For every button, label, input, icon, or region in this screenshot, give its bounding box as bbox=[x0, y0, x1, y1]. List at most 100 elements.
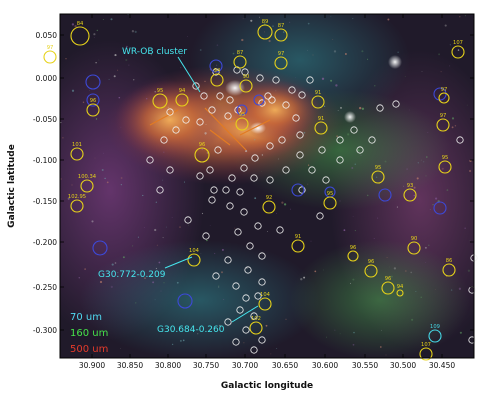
compact-source-circle bbox=[241, 68, 249, 76]
source-circle bbox=[438, 92, 450, 104]
background-speck bbox=[352, 216, 354, 217]
compact-source-circle bbox=[282, 101, 290, 109]
source-circle bbox=[233, 55, 247, 69]
y-tick-label: -0.300 bbox=[33, 326, 57, 335]
background-speck bbox=[93, 33, 96, 36]
compact-source-circle bbox=[232, 282, 240, 290]
source-label: 86 bbox=[446, 258, 453, 264]
background-speck bbox=[209, 225, 211, 226]
blue-source-circle bbox=[85, 74, 101, 90]
background-speck bbox=[333, 50, 337, 53]
background-speck bbox=[131, 30, 135, 33]
background-speck bbox=[183, 181, 186, 183]
source-label: 97 bbox=[278, 51, 285, 57]
background-speck bbox=[117, 271, 119, 274]
background-speck bbox=[440, 71, 442, 73]
background-speck bbox=[410, 271, 413, 274]
compact-source-circle bbox=[212, 272, 220, 280]
compact-source-circle bbox=[166, 166, 174, 174]
background-speck bbox=[384, 160, 387, 163]
legend-70um: 70 um bbox=[70, 312, 102, 323]
source-label: 107 bbox=[421, 342, 431, 348]
background-speck bbox=[267, 231, 268, 233]
compact-source-circle bbox=[254, 222, 262, 230]
background-speck bbox=[221, 271, 223, 274]
source-circle bbox=[442, 263, 456, 277]
background-speck bbox=[381, 329, 382, 331]
background-speck bbox=[120, 177, 123, 179]
yellow-source-markers: 84 97 89 87 87 97 107 94 96 95 94 90 91 91 97 97 96 95 101… bbox=[43, 19, 465, 361]
background-speck bbox=[91, 220, 94, 223]
background-speck bbox=[415, 291, 417, 292]
background-speck bbox=[295, 77, 296, 79]
background-speck bbox=[459, 331, 462, 334]
background-speck bbox=[99, 280, 103, 284]
background-speck bbox=[60, 178, 62, 180]
source-label: 109 bbox=[430, 324, 440, 330]
background-speck bbox=[206, 239, 208, 242]
background-speck bbox=[171, 217, 173, 218]
background-speck bbox=[71, 184, 73, 186]
background-speck bbox=[120, 184, 122, 186]
plot-frame bbox=[59, 13, 475, 359]
source-circle bbox=[43, 50, 57, 64]
background-speck bbox=[417, 162, 419, 164]
source-label: 93 bbox=[407, 183, 414, 189]
source-circle bbox=[436, 118, 450, 132]
compact-source-circle bbox=[160, 136, 168, 144]
source-label: 100.34 bbox=[78, 174, 97, 180]
background-speck bbox=[469, 169, 472, 173]
background-speck bbox=[335, 84, 338, 87]
compact-source-circle bbox=[208, 196, 216, 204]
source-circle bbox=[70, 26, 90, 46]
background-speck bbox=[459, 16, 461, 18]
background-speck bbox=[265, 324, 268, 327]
background-speck bbox=[307, 183, 309, 185]
background-speck bbox=[102, 19, 104, 20]
source-label: 95 bbox=[157, 88, 164, 94]
background-speck bbox=[180, 56, 182, 57]
background-speck bbox=[303, 131, 306, 134]
background-speck bbox=[101, 169, 104, 171]
compact-source-circle bbox=[258, 336, 266, 344]
x-axis-ticks: 30.900 30.850 30.800 30.750 30.700 30.650 30.6… bbox=[79, 14, 455, 370]
background-speck bbox=[261, 171, 263, 172]
compact-source-circle bbox=[226, 96, 234, 104]
background-speck bbox=[312, 54, 314, 56]
band-legend: 70 um 160 um 500 um bbox=[70, 312, 108, 355]
background-speck bbox=[150, 54, 152, 56]
background-speck bbox=[201, 148, 204, 151]
compact-source-circle bbox=[216, 92, 224, 100]
source-label: 104 bbox=[189, 248, 200, 254]
background-speck bbox=[396, 206, 398, 208]
background-speck bbox=[114, 262, 117, 264]
background-speck bbox=[393, 267, 397, 270]
compact-source-circle bbox=[224, 256, 232, 264]
source-label: 97 bbox=[440, 113, 447, 119]
background-speck bbox=[374, 85, 376, 87]
background-speck bbox=[106, 181, 109, 184]
background-speck bbox=[94, 157, 96, 159]
background-speck bbox=[154, 299, 156, 301]
background-speck bbox=[467, 269, 471, 272]
background-speck bbox=[424, 246, 427, 249]
background-speck bbox=[326, 336, 327, 338]
compact-source-circle bbox=[202, 232, 210, 240]
source-label: 101 bbox=[72, 142, 82, 148]
background-speck bbox=[352, 278, 355, 281]
source-label: 92 bbox=[266, 195, 273, 201]
background-speck bbox=[95, 118, 98, 120]
y-axis-label: Galactic latitude bbox=[7, 144, 17, 228]
source-label: 102 bbox=[251, 316, 261, 322]
background-speck bbox=[93, 37, 95, 38]
background-speck bbox=[366, 194, 369, 197]
background-speck bbox=[332, 39, 334, 40]
blue-source-circle bbox=[433, 201, 447, 215]
blue-source-circle bbox=[209, 59, 223, 73]
source-label: 97 bbox=[47, 45, 54, 51]
compact-source-circle bbox=[258, 252, 266, 260]
background-speck bbox=[354, 230, 356, 232]
background-speck bbox=[163, 151, 165, 154]
background-speck bbox=[245, 150, 248, 153]
